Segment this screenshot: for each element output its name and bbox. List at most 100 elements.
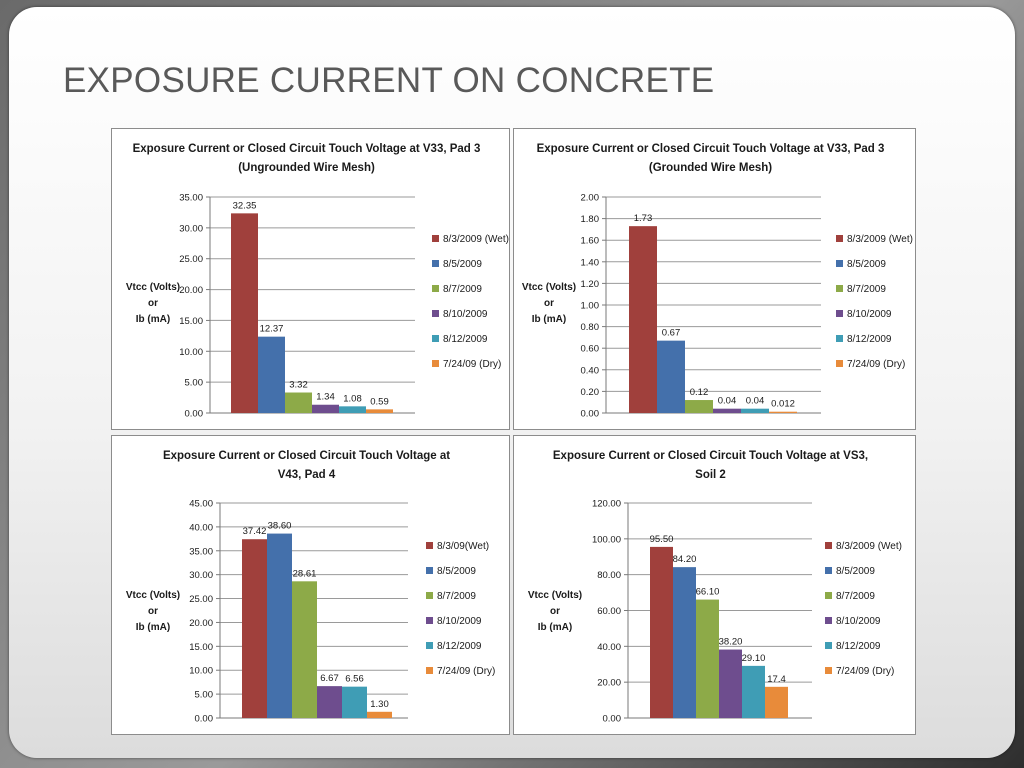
bar — [366, 409, 393, 413]
legend-swatch — [426, 592, 433, 599]
bar — [342, 686, 367, 718]
chart-title-line: (Ungrounded Wire Mesh) — [238, 162, 375, 174]
legend-swatch — [426, 667, 433, 674]
bar — [339, 406, 366, 413]
y-tick-label: 45.00 — [189, 499, 213, 510]
y-axis-label-line: or — [544, 298, 554, 309]
y-tick-label: 0.60 — [581, 344, 600, 355]
bar-data-label: 6.56 — [345, 674, 364, 685]
legend-swatch — [836, 235, 843, 242]
y-tick-label: 30.00 — [189, 570, 213, 581]
chart-panel-v33-ungrounded: Exposure Current or Closed Circuit Touch… — [111, 128, 510, 430]
legend-swatch — [426, 567, 433, 574]
chart-title-line: Exposure Current or Closed Circuit Touch… — [133, 143, 481, 155]
y-tick-label: 30.00 — [179, 223, 203, 234]
bar — [367, 711, 392, 718]
chart-title-line: Exposure Current or Closed Circuit Touch… — [553, 450, 868, 462]
legend-swatch — [825, 642, 832, 649]
y-tick-label: 60.00 — [597, 606, 621, 617]
y-tick-label: 20.00 — [179, 285, 203, 296]
y-tick-label: 0.00 — [185, 409, 204, 420]
bar — [713, 408, 741, 413]
legend-entry: 8/3/09(Wet) — [437, 541, 489, 552]
y-tick-label: 20.00 — [189, 618, 213, 629]
legend-entry: 8/12/2009 — [836, 641, 881, 652]
legend-swatch — [836, 310, 843, 317]
bar — [765, 686, 788, 718]
bar-data-label: 37.42 — [243, 526, 267, 537]
bar — [657, 340, 685, 413]
y-tick-label: 0.00 — [195, 714, 214, 725]
legend-entry: 8/5/2009 — [437, 566, 476, 577]
y-tick-label: 35.00 — [179, 193, 203, 204]
legend-entry: 8/7/2009 — [443, 284, 482, 295]
y-tick-label: 10.00 — [179, 347, 203, 358]
y-tick-label: 1.40 — [581, 257, 600, 268]
legend-entry: 8/7/2009 — [847, 284, 886, 295]
bar — [285, 392, 312, 413]
legend-swatch — [825, 667, 832, 674]
legend-swatch — [836, 260, 843, 267]
legend-entry: 8/5/2009 — [847, 259, 886, 270]
chart-panel-v33-grounded: Exposure Current or Closed Circuit Touch… — [513, 128, 916, 430]
y-tick-label: 80.00 — [597, 570, 621, 581]
bar-data-label: 0.04 — [746, 396, 765, 407]
chart-title-line: Exposure Current or Closed Circuit Touch… — [163, 450, 450, 462]
chart-panel-vs3-soil2: Exposure Current or Closed Circuit Touch… — [513, 435, 916, 735]
bar — [685, 400, 713, 413]
slide-title: EXPOSURE CURRENT ON CONCRETE — [63, 61, 715, 100]
bar — [242, 539, 267, 718]
legend-swatch — [432, 335, 439, 342]
bar-data-label: 0.04 — [718, 396, 737, 407]
chart-title-line: V43, Pad 4 — [278, 469, 336, 481]
y-axis-label-line: Vtcc (Volts) — [528, 590, 582, 601]
bar-data-label: 0.12 — [690, 387, 709, 398]
legend-entry: 8/10/2009 — [437, 616, 482, 627]
legend-entry: 7/24/09 (Dry) — [437, 666, 495, 677]
bar-data-label: 3.32 — [289, 380, 308, 391]
chart-svg: Exposure Current or Closed Circuit Touch… — [126, 450, 496, 725]
y-axis-label-line: or — [550, 606, 560, 617]
y-axis-label-line: Vtcc (Volts) — [522, 282, 576, 293]
bar — [741, 408, 769, 413]
y-tick-label: 15.00 — [179, 316, 203, 327]
legend-entry: 8/10/2009 — [443, 309, 488, 320]
bar-data-label: 29.10 — [742, 653, 766, 664]
bar-data-label: 66.10 — [696, 587, 720, 598]
chart-svg: Exposure Current or Closed Circuit Touch… — [126, 143, 509, 420]
y-axis-label-line: Ib (mA) — [538, 622, 572, 633]
legend-entry: 8/3/2009 (Wet) — [847, 234, 913, 245]
legend-swatch — [825, 567, 832, 574]
legend-swatch — [432, 285, 439, 292]
bar — [231, 213, 258, 413]
bar — [742, 665, 765, 718]
legend-entry: 8/5/2009 — [443, 259, 482, 270]
y-tick-label: 0.00 — [603, 714, 622, 725]
bar-data-label: 38.20 — [719, 637, 743, 648]
chart-title-line: Soil 2 — [695, 469, 726, 481]
legend-swatch — [825, 592, 832, 599]
y-tick-label: 25.00 — [179, 254, 203, 265]
bar-data-label: 32.35 — [233, 200, 257, 211]
bar — [629, 226, 657, 413]
y-tick-label: 1.20 — [581, 279, 600, 290]
y-tick-label: 1.00 — [581, 301, 600, 312]
y-tick-label: 40.00 — [597, 642, 621, 653]
bar-data-label: 95.50 — [650, 534, 674, 545]
bar — [696, 599, 719, 718]
bar-data-label: 6.67 — [320, 673, 339, 684]
y-tick-label: 40.00 — [189, 522, 213, 533]
y-tick-label: 20.00 — [597, 678, 621, 689]
bar — [650, 546, 673, 718]
y-tick-label: 0.00 — [581, 409, 600, 420]
legend-entry: 7/24/09 (Dry) — [443, 359, 501, 370]
chart-svg: Exposure Current or Closed Circuit Touch… — [528, 450, 902, 725]
y-tick-label: 0.20 — [581, 387, 600, 398]
bar — [719, 649, 742, 718]
bar-data-label: 1.30 — [370, 699, 389, 710]
legend-entry: 8/12/2009 — [847, 334, 892, 345]
legend-entry: 8/12/2009 — [443, 334, 488, 345]
chart-title-line: (Grounded Wire Mesh) — [649, 162, 772, 174]
bar — [769, 411, 797, 413]
y-tick-label: 25.00 — [189, 594, 213, 605]
